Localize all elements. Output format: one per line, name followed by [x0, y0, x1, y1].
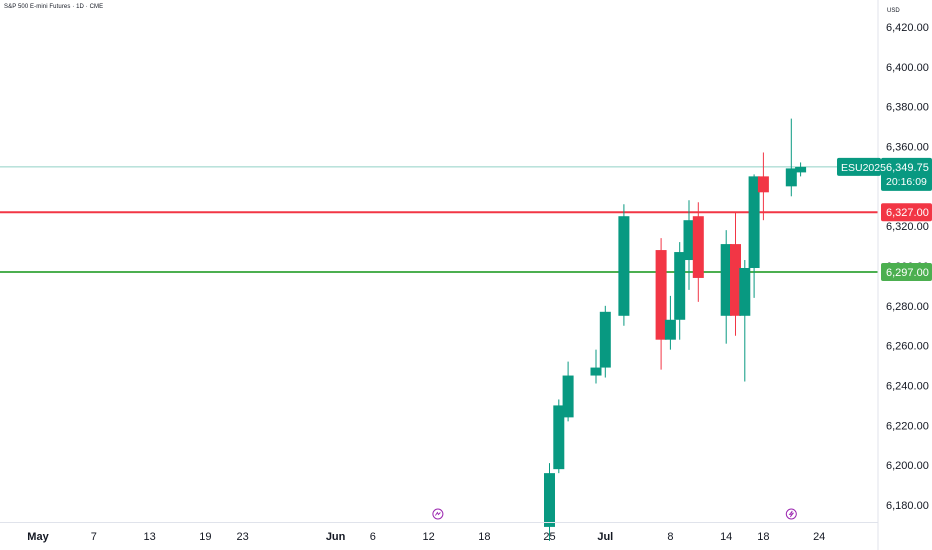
time-tick-label: 14	[720, 531, 732, 543]
candle-2025-07-08[interactable]	[664, 295, 676, 350]
horizontal-line-tag-2: 6,297.00	[881, 262, 932, 281]
candle-2025-07-11[interactable]	[692, 202, 704, 302]
chart-title: S&P 500 E-mini Futures · 1D · CME	[4, 4, 104, 10]
candle-2025-07-15[interactable]	[730, 212, 741, 336]
time-tick-label: 8	[667, 531, 673, 543]
price-tick-label: 6,180.00	[886, 500, 929, 512]
candle-body	[655, 250, 667, 340]
candle-2025-07-03[interactable]	[618, 204, 630, 326]
time-tick-label: 18	[478, 531, 490, 543]
price-tick-label: 6,420.00	[886, 22, 929, 34]
candle-body	[562, 375, 574, 418]
candle-body	[785, 168, 797, 187]
currency-label: USD	[887, 8, 900, 14]
horizontal-line-tag-2-bg	[881, 262, 932, 281]
time-tick-label: 6	[370, 531, 376, 543]
candle-2025-07-09[interactable]	[674, 242, 686, 340]
last-price-tag: 6,349.75 20:16:09	[881, 157, 932, 191]
horizontal-line-tag-2-text: 6,297.00	[886, 267, 929, 279]
price-tick-label: 6,240.00	[886, 381, 929, 393]
candle-2025-07-14[interactable]	[720, 230, 732, 344]
event-glyph	[788, 510, 795, 518]
time-tick-label: 18	[757, 531, 769, 543]
candle-body	[720, 244, 732, 316]
candle-2025-07-01[interactable]	[599, 305, 611, 378]
price-tick-label: 6,260.00	[886, 341, 929, 353]
time-tick-label: Jul	[597, 531, 613, 543]
time-tick-label: Jun	[326, 531, 346, 543]
candle-2025-07-07[interactable]	[655, 238, 667, 370]
time-tick-label: 7	[91, 531, 97, 543]
candle-2025-07-17[interactable]	[748, 174, 760, 298]
price-tick-label: 6,280.00	[886, 301, 929, 313]
candle-body	[674, 252, 686, 320]
time-tick-label: May	[27, 531, 49, 543]
event-glyph	[435, 511, 441, 516]
horizontal-line-tag-1-bg	[881, 203, 932, 222]
price-tick-label: 6,380.00	[886, 102, 929, 114]
last-price-value: 6,349.75	[886, 162, 929, 174]
price-tick-label: 6,220.00	[886, 420, 929, 432]
candle-body	[553, 405, 565, 470]
horizontal-line-tag-1: 6,327.00	[881, 203, 932, 222]
candle-2025-06-26[interactable]	[553, 399, 565, 474]
horizontal-line-tag-1-text: 6,327.00	[886, 207, 929, 219]
price-tick-label: 6,400.00	[886, 62, 929, 74]
time-tick-label: 13	[143, 531, 155, 543]
event-circle	[785, 508, 797, 520]
dividend-event-icon[interactable]	[432, 508, 444, 520]
candle-2025-07-10[interactable]	[683, 200, 695, 290]
candle-2025-07-22[interactable]	[795, 162, 807, 177]
earnings-event-icon[interactable]	[785, 508, 797, 520]
candle-2025-06-30[interactable]	[590, 349, 602, 384]
candle-body	[544, 473, 555, 527]
candle-body	[618, 216, 630, 316]
candle-body	[730, 244, 741, 316]
time-tick-label: 23	[236, 531, 248, 543]
time-tick-label: 24	[813, 531, 825, 543]
candle-body	[599, 311, 611, 368]
price-tick-label: 6,360.00	[886, 142, 929, 154]
candles[interactable]	[544, 118, 807, 541]
last-price-tag-bg	[881, 157, 932, 191]
candle-2025-06-27[interactable]	[562, 361, 574, 422]
candle-2025-07-18[interactable]	[757, 152, 769, 221]
candle-body	[757, 176, 769, 193]
candle-body	[692, 216, 704, 278]
price-tick-label: 6,200.00	[886, 460, 929, 472]
symbol-tag-text: ESU2025	[841, 162, 886, 174]
candle-body	[795, 166, 807, 173]
price-tick-label: 6,320.00	[886, 221, 929, 233]
candle-2025-07-16[interactable]	[739, 260, 751, 382]
candle-2025-07-21[interactable]	[785, 118, 797, 197]
bar-countdown: 20:16:09	[886, 176, 927, 188]
event-markers[interactable]	[432, 508, 797, 520]
time-axis-ticks[interactable]: May 7 13 19 23 Jun 6 12 18 25 Jul 8 14 18 24	[27, 531, 825, 543]
time-tick-label: 12	[422, 531, 434, 543]
candle-body	[590, 367, 602, 376]
candle-body	[664, 319, 676, 340]
candle-body	[748, 176, 760, 268]
symbol-tag: ESU2025	[837, 157, 886, 176]
candle-body	[683, 220, 695, 261]
candle-body	[739, 267, 751, 316]
time-tick-label: 19	[199, 531, 211, 543]
candle-2025-06-25[interactable]	[544, 463, 555, 541]
time-tick-label: 25	[543, 531, 555, 543]
symbol-tag-bg	[837, 157, 881, 176]
